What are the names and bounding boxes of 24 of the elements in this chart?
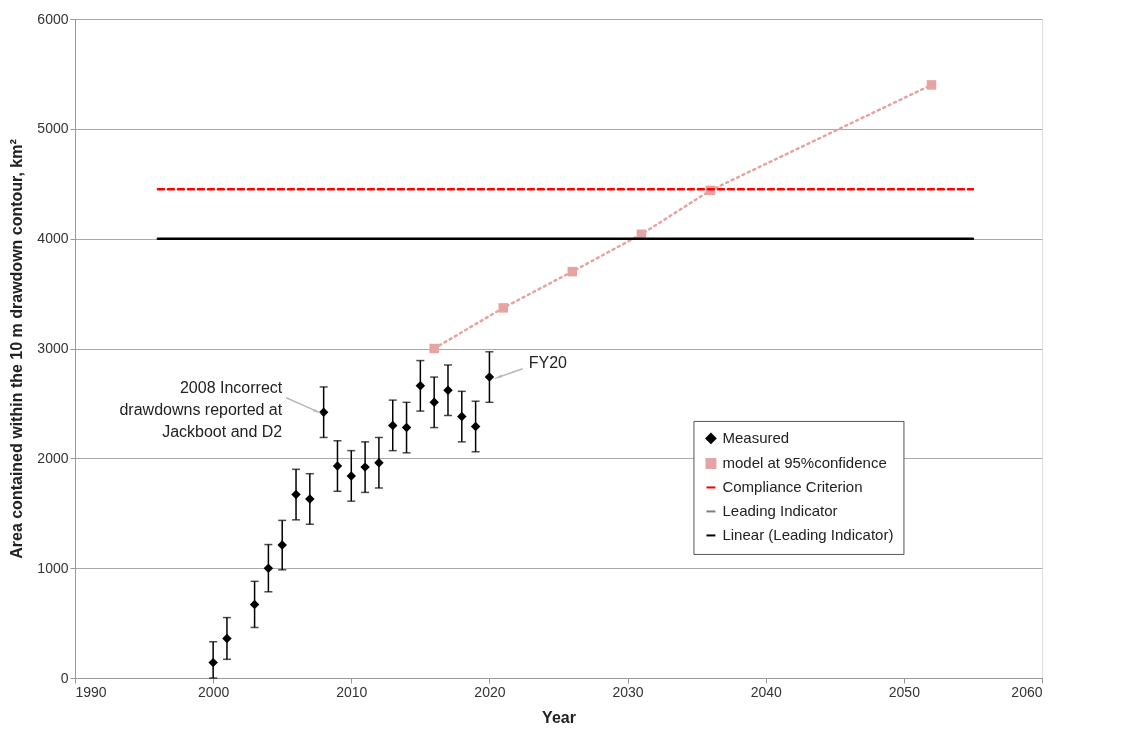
y-tick-label: 2000: [37, 449, 69, 466]
y-tick-label: 5000: [37, 120, 69, 137]
y-tick-label: 6000: [37, 10, 69, 27]
legend-label: Leading Indicator: [722, 502, 838, 520]
x-tick-label: 2060: [1011, 683, 1043, 700]
legend-label: model at 95%confidence: [722, 454, 887, 472]
y-axis-title: Area contained within the 10 m drawdown contour, km²: [8, 139, 26, 559]
legend-label: Compliance Criterion: [722, 478, 863, 496]
legend-label: Measured: [722, 429, 790, 447]
x-tick-label: 2000: [198, 683, 230, 700]
annotation: 2008 Incorrect drawdowns reported at Jackboot and D2: [119, 378, 283, 440]
x-tick-label: 2020: [474, 683, 506, 700]
y-tick-label: 1000: [37, 559, 69, 576]
y-tick-label: 3000: [37, 340, 69, 356]
x-tick-label: 2040: [750, 683, 782, 700]
x-axis-title: Year: [542, 708, 576, 726]
y-tick-label: 0: [60, 669, 69, 686]
y-tick-label: 4000: [37, 230, 69, 247]
legend-label: Linear (Leading Indicator): [722, 526, 894, 544]
x-tick-label: 2010: [336, 683, 368, 700]
x-tick-label: 2050: [888, 683, 921, 700]
x-tick-label: 1990: [75, 683, 107, 700]
x-tick-label: 2030: [612, 683, 644, 700]
annotation: FY20: [528, 353, 568, 371]
